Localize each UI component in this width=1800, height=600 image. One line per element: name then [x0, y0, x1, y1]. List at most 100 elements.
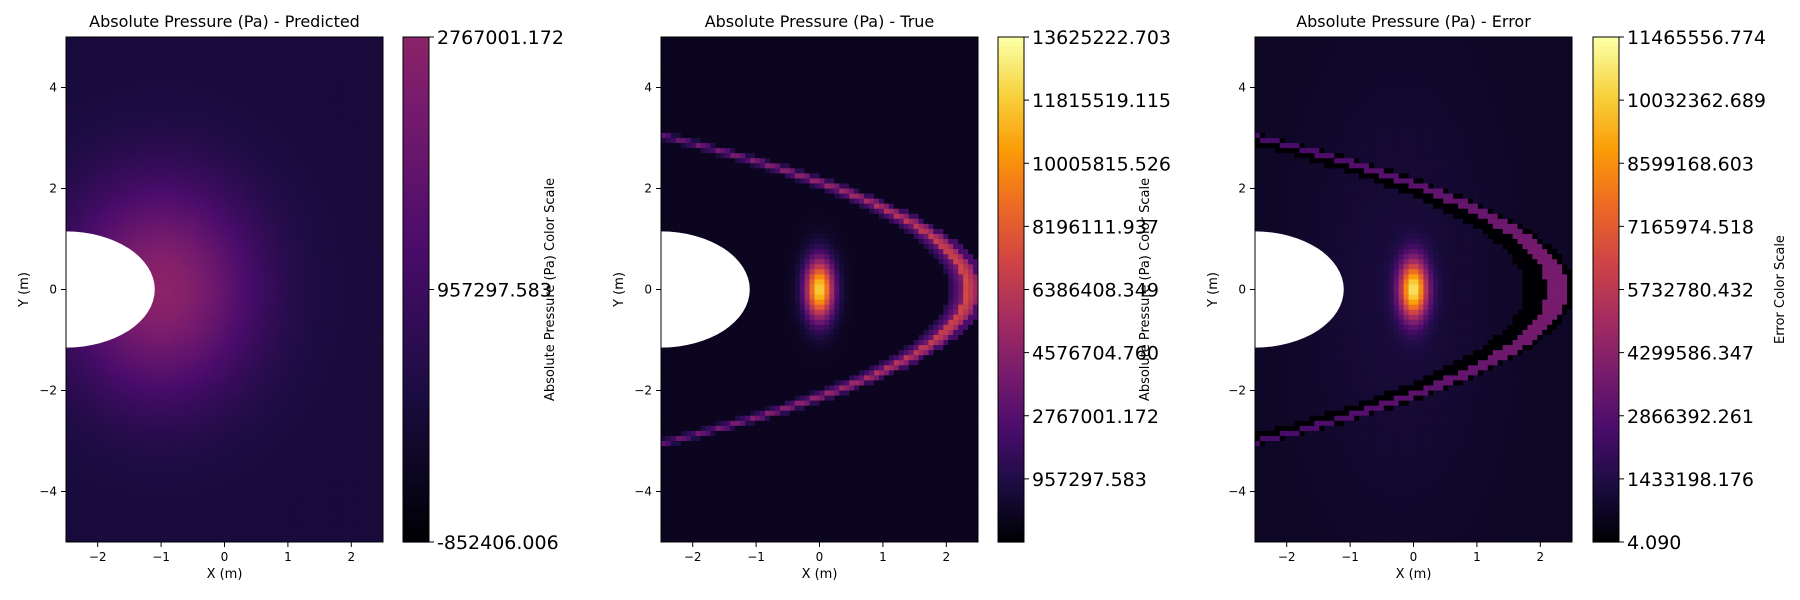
heatmap-cell [150, 72, 156, 78]
heatmap-cell [110, 345, 117, 351]
heatmap-cell [140, 143, 146, 149]
heatmap-cell [234, 92, 240, 99]
heatmap-cell [249, 148, 255, 154]
heatmap-cell [303, 37, 310, 43]
heatmap-cell [70, 521, 77, 528]
heatmap-cell [264, 319, 270, 326]
heatmap-cell [120, 178, 127, 185]
heatmap-cell [244, 193, 250, 200]
heatmap-cell [100, 163, 107, 169]
heatmap-cell [135, 486, 141, 493]
heatmap-cell [249, 496, 255, 503]
heatmap-cell [179, 345, 186, 351]
heatmap-cell [95, 380, 102, 387]
heatmap-cell [249, 355, 255, 361]
heatmap-cell [105, 410, 112, 417]
heatmap-cell [244, 254, 250, 260]
heatmap-cell [165, 516, 171, 523]
heatmap-cell [160, 360, 166, 366]
heatmap-cell [283, 228, 290, 235]
heatmap-cell [130, 82, 136, 89]
heatmap-cell [145, 375, 151, 381]
heatmap-cell [199, 350, 206, 356]
heatmap-cell [150, 112, 156, 119]
heatmap-cell [90, 410, 97, 417]
heatmap-cell [100, 365, 107, 371]
heatmap-cell [194, 143, 201, 149]
heatmap-cell [288, 102, 295, 109]
heatmap-cell [90, 420, 97, 427]
heatmap-cell [274, 299, 280, 306]
heatmap-cell [283, 57, 290, 63]
heatmap-cell [90, 501, 97, 508]
heatmap-cell [224, 42, 231, 48]
heatmap-cell [239, 138, 245, 144]
heatmap-cell [194, 425, 201, 432]
heatmap-cell [70, 143, 77, 149]
heatmap-cell [110, 370, 117, 376]
heatmap-cell [298, 400, 305, 407]
heatmap-cell [75, 143, 82, 149]
heatmap-cell [150, 430, 156, 437]
heatmap-cell [264, 233, 270, 240]
heatmap-cell [219, 375, 226, 381]
heatmap-cell [145, 415, 151, 422]
heatmap-cell [278, 370, 285, 376]
heatmap-cell [194, 47, 201, 53]
heatmap-cell [194, 284, 201, 291]
heatmap-cell [283, 72, 290, 78]
heatmap-cell [229, 521, 235, 528]
heatmap-cell [229, 213, 235, 220]
heatmap-cell [288, 153, 295, 159]
heatmap-cell [145, 526, 151, 533]
heatmap-cell [155, 233, 161, 240]
heatmap-cell [179, 188, 186, 195]
heatmap-cell [219, 350, 226, 356]
heatmap-cell [199, 148, 206, 154]
heatmap-cell [239, 244, 245, 250]
heatmap-cell [283, 92, 290, 99]
heatmap-cell [298, 163, 305, 169]
heatmap-cell [288, 67, 295, 73]
heatmap-cell [100, 360, 107, 366]
heatmap-cell [308, 314, 315, 321]
heatmap-cell [298, 148, 305, 154]
heatmap-cell [105, 223, 112, 230]
heatmap-cell [283, 314, 290, 321]
heatmap-cell [110, 375, 117, 381]
heatmap-cell [283, 501, 290, 508]
heatmap-cell [174, 506, 181, 513]
heatmap-cell [155, 350, 161, 356]
heatmap-cell [274, 531, 280, 538]
heatmap-cell [298, 72, 305, 78]
heatmap-cell [209, 97, 216, 104]
heatmap-cell [135, 203, 141, 210]
heatmap-cell [288, 511, 295, 518]
heatmap-cell [274, 360, 280, 366]
heatmap-cell [115, 47, 122, 53]
heatmap-cell [110, 37, 117, 43]
heatmap-cell [145, 47, 151, 53]
heatmap-cell [278, 491, 285, 498]
heatmap-cell [174, 451, 181, 457]
heatmap-cell [209, 415, 216, 422]
heatmap-cell [283, 481, 290, 488]
heatmap-cell [66, 425, 72, 432]
heatmap-cell [293, 526, 300, 533]
heatmap-cell [283, 173, 290, 179]
heatmap-cell [234, 249, 240, 255]
heatmap-cell [274, 127, 280, 134]
heatmap-cell [209, 57, 216, 63]
heatmap-cell [229, 486, 235, 493]
heatmap-cell [189, 284, 196, 291]
heatmap-cell [303, 259, 310, 265]
heatmap-cell [219, 491, 226, 498]
heatmap-cell [125, 506, 131, 513]
heatmap-cell [174, 375, 181, 381]
heatmap-cell [229, 168, 235, 174]
heatmap-cell [244, 284, 250, 291]
heatmap-cell [229, 233, 235, 240]
heatmap-cell [278, 254, 285, 260]
heatmap-cell [214, 451, 221, 457]
heatmap-cell [264, 441, 270, 447]
